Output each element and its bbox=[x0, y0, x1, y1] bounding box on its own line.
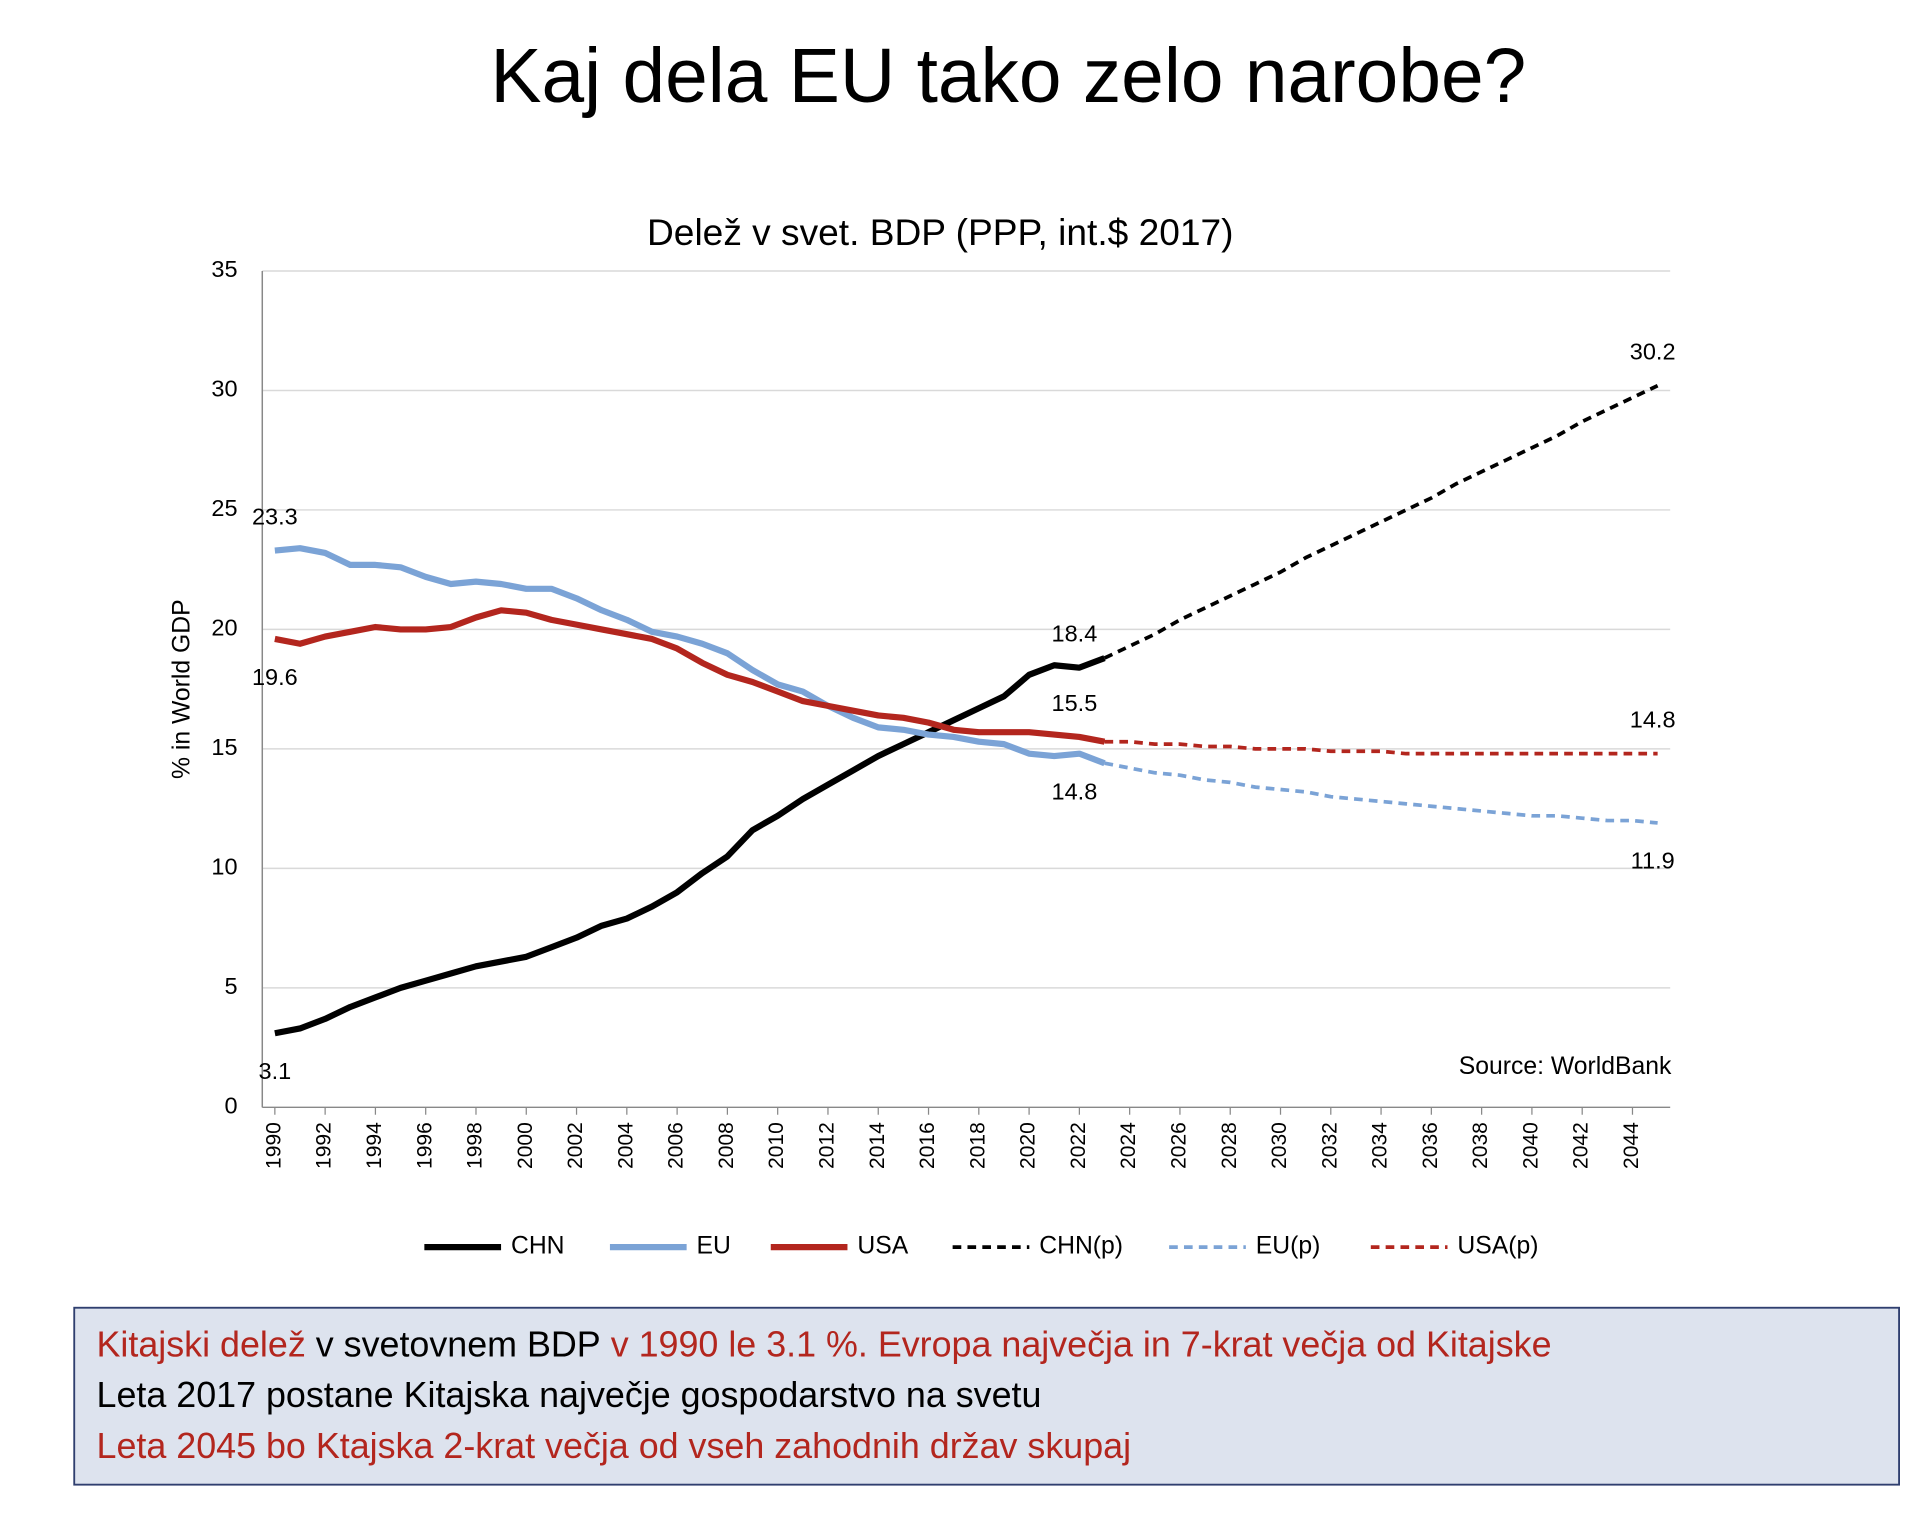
note-line: Leta 2045 bo Ktajska 2-krat večja od vse… bbox=[97, 1426, 1132, 1466]
x-tick-label: 2044 bbox=[1620, 1122, 1643, 1169]
x-tick-label: 2026 bbox=[1168, 1122, 1191, 1169]
y-tick-label: 5 bbox=[224, 973, 237, 999]
legend-label: CHN(p) bbox=[1039, 1233, 1123, 1260]
x-tick-label: 2020 bbox=[1017, 1122, 1040, 1169]
x-tick-label: 2000 bbox=[514, 1122, 537, 1169]
x-tick-label: 1992 bbox=[313, 1122, 336, 1169]
x-tick-label: 2030 bbox=[1268, 1122, 1291, 1169]
note-text: Leta 2045 bo Ktajska 2-krat večja od vse… bbox=[97, 1426, 1132, 1466]
series-line bbox=[274, 607, 1106, 745]
y-tick-label: 15 bbox=[211, 734, 237, 760]
x-tick-label: 2008 bbox=[715, 1122, 738, 1169]
data-label: 18.4 bbox=[1052, 621, 1098, 647]
data-label: 14.8 bbox=[1052, 778, 1098, 804]
x-tick-label: 2016 bbox=[916, 1122, 939, 1169]
note-line: Kitajski delež v svetovnem BDP v 1990 le… bbox=[97, 1325, 1552, 1365]
note-line: Leta 2017 postane Kitajska največje gosp… bbox=[97, 1376, 1042, 1416]
x-tick-label: 2036 bbox=[1419, 1122, 1442, 1169]
legend-label: CHN bbox=[511, 1233, 565, 1260]
data-label: 3.1 bbox=[259, 1058, 292, 1084]
note-box bbox=[73, 1306, 1900, 1486]
x-tick-label: 2038 bbox=[1469, 1122, 1492, 1169]
y-tick-label: 25 bbox=[211, 495, 237, 521]
x-tick-label: 1994 bbox=[363, 1122, 386, 1169]
note-text: Leta 2017 postane Kitajska največje gosp… bbox=[97, 1376, 1042, 1416]
y-axis-label: % in World GDP bbox=[169, 599, 196, 779]
series-line bbox=[274, 545, 1106, 767]
data-label: 30.2 bbox=[1630, 339, 1676, 365]
y-tick-label: 10 bbox=[211, 854, 237, 880]
x-tick-label: 2028 bbox=[1218, 1122, 1241, 1169]
legend-label: USA(p) bbox=[1457, 1233, 1538, 1260]
x-tick-label: 2004 bbox=[614, 1122, 637, 1169]
data-label: 11.9 bbox=[1631, 848, 1675, 874]
data-label: 15.5 bbox=[1052, 690, 1098, 716]
x-tick-label: 2024 bbox=[1117, 1122, 1140, 1169]
x-tick-label: 2006 bbox=[665, 1122, 688, 1169]
x-tick-label: 2032 bbox=[1318, 1122, 1341, 1169]
data-label: 19.6 bbox=[252, 664, 298, 690]
data-label: 23.3 bbox=[252, 504, 298, 530]
data-label: 14.8 bbox=[1630, 707, 1676, 733]
series-line bbox=[1103, 384, 1659, 660]
note-text: v 1990 le 3.1 %. Evropa največja in 7-kr… bbox=[601, 1325, 1552, 1365]
x-tick-label: 2018 bbox=[966, 1122, 989, 1169]
x-tick-label: 2010 bbox=[765, 1122, 788, 1169]
note-text: Kitajski delež bbox=[97, 1325, 306, 1365]
x-tick-label: 2002 bbox=[564, 1122, 587, 1169]
y-tick-label: 35 bbox=[211, 256, 237, 282]
note-text: v svetovnem BDP bbox=[306, 1325, 601, 1365]
x-tick-label: 2012 bbox=[816, 1122, 839, 1169]
source: Source: WorldBank bbox=[1459, 1053, 1672, 1080]
x-tick-label: 2042 bbox=[1570, 1122, 1593, 1169]
legend-label: EU(p) bbox=[1256, 1233, 1321, 1260]
legend-label: EU bbox=[697, 1233, 731, 1260]
chart-title: Delež v svet. BDP (PPP, int.$ 2017) bbox=[647, 211, 1233, 253]
x-tick-label: 2034 bbox=[1369, 1122, 1392, 1169]
series-line bbox=[274, 655, 1106, 1037]
x-tick-label: 2022 bbox=[1067, 1122, 1090, 1169]
series-line bbox=[1104, 761, 1658, 825]
x-tick-label: 1990 bbox=[262, 1122, 285, 1169]
x-tick-label: 2014 bbox=[866, 1122, 889, 1169]
slide-title: Kaj dela EU tako zelo narobe? bbox=[490, 34, 1526, 119]
legend-label: USA bbox=[857, 1233, 908, 1260]
x-tick-label: 2040 bbox=[1519, 1122, 1542, 1169]
note: Kitajski delež v svetovnem BDP v 1990 le… bbox=[97, 1325, 1552, 1466]
y-tick-label: 20 bbox=[211, 615, 237, 641]
x-tick-label: 1998 bbox=[464, 1122, 487, 1169]
y-tick-label: 0 bbox=[224, 1093, 237, 1119]
x-tick-label: 1996 bbox=[413, 1122, 436, 1169]
y-tick-label: 30 bbox=[211, 376, 237, 402]
series-line bbox=[1104, 739, 1658, 756]
